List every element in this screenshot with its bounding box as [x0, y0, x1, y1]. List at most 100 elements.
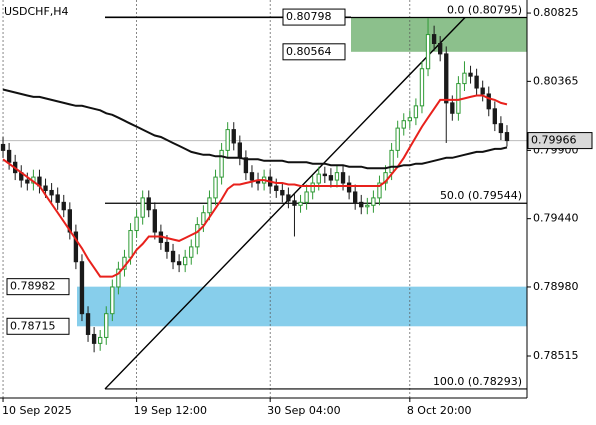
- candle-body: [340, 172, 346, 184]
- candle-body: [292, 200, 297, 206]
- candle-body: [328, 175, 334, 181]
- candle-body: [401, 120, 406, 129]
- moving-average: [2, 94, 508, 278]
- candle-body: [359, 201, 364, 208]
- candle-body: [413, 105, 419, 119]
- chart-title: USDCHF,H4: [4, 5, 69, 18]
- candle-body: [213, 176, 218, 199]
- candle-body: [480, 87, 485, 95]
- candle-body: [462, 72, 467, 85]
- candle-body: [128, 230, 133, 258]
- candle-body: [85, 313, 91, 335]
- y-tick-label: 0.80825: [533, 6, 579, 19]
- candle-body: [334, 172, 340, 181]
- candle-body: [140, 197, 145, 218]
- x-tick-label: 30 Sep 04:00: [267, 404, 340, 417]
- candle-body: [280, 189, 285, 196]
- candle-body: [395, 127, 400, 151]
- current-price-label: 0.79966: [531, 134, 577, 147]
- fib-trendline: [104, 17, 466, 390]
- zone-label-box: [6, 317, 70, 335]
- zone-label: 0.78982: [10, 280, 56, 293]
- candle-body: [304, 191, 309, 203]
- candle-body: [49, 189, 54, 196]
- candle-body: [419, 68, 425, 107]
- candle-body: [104, 313, 109, 338]
- candle-body: [225, 129, 230, 151]
- candle-body: [43, 185, 48, 191]
- candle-body: [486, 93, 491, 110]
- fib-label: 100.0 (0.78293): [433, 375, 522, 388]
- zone-label: 0.78715: [10, 319, 56, 332]
- candle-body: [322, 173, 327, 177]
- candle-body: [498, 123, 504, 134]
- zone-label: 0.80564: [286, 45, 332, 58]
- x-tick-label: 8 Oct 20:00: [407, 404, 472, 417]
- candle-body: [170, 250, 176, 263]
- candle-body: [456, 83, 461, 114]
- candle-body: [371, 197, 376, 206]
- y-tick-label: 0.78980: [533, 280, 579, 293]
- candle-body: [504, 132, 510, 142]
- candle-body: [310, 182, 315, 193]
- candle-body: [176, 261, 182, 266]
- candle-body: [431, 34, 437, 44]
- candle-body: [183, 256, 188, 266]
- candle-body: [316, 173, 321, 184]
- candle-body: [274, 185, 279, 191]
- y-tick-label: 0.79440: [533, 212, 579, 225]
- candle-body: [152, 209, 157, 233]
- candle-body: [73, 231, 79, 263]
- candle-body: [189, 246, 194, 258]
- candle-body: [164, 241, 170, 252]
- candle-body: [98, 336, 103, 344]
- y-tick-label: 0.78515: [533, 349, 579, 362]
- candle-body: [116, 268, 121, 288]
- candle-body: [468, 72, 473, 77]
- candle-body: [146, 197, 151, 211]
- zone-label-box: [282, 43, 346, 61]
- candle-body: [61, 201, 66, 211]
- candle-body: [207, 197, 212, 214]
- y-tick-label: 0.80365: [533, 74, 579, 87]
- candle-body: [237, 142, 242, 159]
- candle-body: [353, 191, 358, 203]
- candle-body: [0, 143, 6, 151]
- candle-body: [195, 224, 200, 248]
- candle-body: [389, 149, 394, 174]
- zone-label: 0.80798: [286, 10, 332, 23]
- candle-body: [346, 182, 352, 193]
- candle-body: [243, 157, 249, 174]
- fib-label: 50.0 (0.79544): [440, 189, 522, 202]
- candle-body: [25, 179, 30, 184]
- candle-body: [450, 102, 455, 114]
- candle-body: [444, 53, 449, 104]
- fib-label: 0.0 (0.80795): [447, 4, 522, 17]
- candle-body: [286, 194, 291, 202]
- candle-body: [110, 286, 115, 315]
- plot-layer: 10 Sep 2025 19 Sep 12:00 30 Sep 04:00 8 Oct…: [0, 0, 593, 417]
- zone-label-box: [6, 278, 70, 296]
- candle-body: [365, 204, 370, 208]
- current-price-label-box: [527, 132, 593, 150]
- moving-average: [2, 88, 508, 170]
- x-tick-label: 19 Sep 12:00: [134, 404, 207, 417]
- x-tick-label: 10 Sep 2025: [2, 404, 72, 417]
- candle-body: [79, 261, 85, 315]
- candle-body: [6, 149, 12, 163]
- candle-body: [134, 216, 139, 232]
- candle-body: [474, 75, 479, 89]
- candle-body: [249, 172, 255, 181]
- candle-body: [383, 172, 388, 184]
- candle-body: [438, 42, 443, 55]
- candle-body: [219, 149, 224, 178]
- zone-label-box: [282, 8, 346, 26]
- zone: [77, 286, 527, 327]
- candle-body: [298, 201, 303, 206]
- candle-body: [55, 194, 60, 203]
- candle-body: [492, 108, 497, 125]
- candle-body: [91, 333, 97, 344]
- candle-body: [231, 129, 236, 144]
